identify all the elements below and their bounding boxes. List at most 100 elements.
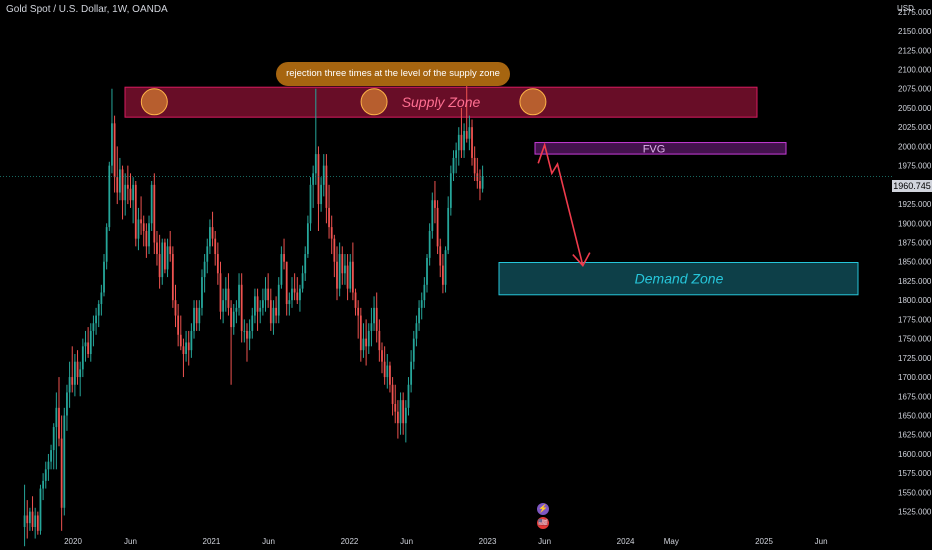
y-tick-label: 1850.000 (898, 258, 932, 267)
candle-body (330, 227, 333, 239)
rejection-circle (360, 88, 388, 116)
candle-body (254, 296, 256, 316)
candles-layer (23, 84, 484, 547)
candle-body (272, 307, 275, 324)
x-tick-label: 2025 (755, 537, 773, 546)
candle-body (481, 176, 484, 189)
flag-icon[interactable]: 🇺🇸 (537, 517, 549, 529)
y-tick-label: 2075.000 (898, 85, 932, 94)
candle-body (26, 515, 29, 524)
candle-body (124, 184, 127, 201)
candle-body (420, 300, 423, 308)
y-tick-label: 2100.000 (898, 66, 932, 75)
candle-body (134, 184, 137, 239)
candle-body (389, 365, 391, 385)
candle-body (314, 154, 317, 174)
x-tick-label: 2022 (341, 537, 359, 546)
candle-body (44, 469, 47, 481)
candle-body (465, 131, 468, 139)
rejection-circle (519, 88, 547, 116)
candle-body (261, 300, 264, 308)
candle-body (108, 165, 111, 228)
candle-body (230, 307, 232, 328)
time-axis: 2020 Jun 2021 Jun 2022 Jun 2023 Jun 2024 May 2025 J… (64, 537, 827, 546)
candle-body (150, 184, 153, 224)
candle-body (269, 300, 272, 324)
candle-body (206, 246, 209, 262)
candle-body (304, 254, 307, 274)
supply-zone-box (124, 86, 758, 118)
candle-body (52, 427, 55, 451)
candle-body (391, 384, 394, 404)
candle-body (444, 250, 447, 285)
candle-body (359, 315, 362, 351)
y-tick-label: 2000.000 (898, 142, 932, 151)
candle-body (306, 223, 309, 255)
zones-layer (124, 86, 859, 296)
candle-body (169, 246, 172, 255)
candle-body (235, 307, 238, 312)
candle-body (81, 346, 84, 370)
y-tick-label: 1975.000 (898, 162, 932, 171)
candle-body (113, 123, 116, 178)
candle-body (87, 342, 90, 354)
candle-body (362, 338, 365, 351)
candle-body (50, 450, 52, 462)
candle-body (190, 330, 193, 351)
x-tick-label: 2023 (479, 537, 497, 546)
y-tick-label: 2125.000 (898, 46, 932, 55)
candle-body (275, 307, 278, 316)
candle-body (370, 323, 373, 331)
candle-body (381, 350, 383, 362)
candle-body (71, 377, 74, 385)
candle-body (346, 265, 349, 289)
x-tick-label: Jun (815, 537, 828, 546)
candle-body (227, 288, 230, 308)
candle-body (39, 488, 42, 531)
candle-body (439, 246, 442, 266)
candle-body (436, 207, 439, 247)
y-tick-label: 2175.000 (898, 8, 932, 17)
candle-body (63, 415, 66, 508)
y-tick-label: 1575.000 (898, 469, 932, 478)
candle-body (137, 219, 140, 239)
candle-body (441, 265, 444, 285)
candle-body (341, 254, 344, 274)
candle-body (92, 323, 95, 331)
candle-body (317, 154, 320, 205)
candle-body (187, 342, 190, 351)
candle-body (126, 184, 129, 189)
candle-body (116, 177, 119, 193)
candle-body (23, 515, 26, 527)
y-tick-label: 1750.000 (898, 335, 932, 344)
candle-body (386, 365, 389, 378)
candle-body (399, 400, 402, 424)
candle-body (84, 342, 87, 347)
candle-body (301, 273, 304, 289)
x-tick-label: 2024 (617, 537, 635, 546)
x-tick-label: 2021 (203, 537, 221, 546)
candle-body (185, 342, 187, 354)
candle-body (264, 288, 267, 301)
candle-body (473, 157, 476, 174)
candle-body (76, 361, 79, 378)
y-tick-label: 1775.000 (898, 315, 932, 324)
candle-body (312, 173, 315, 185)
candle-body (222, 300, 225, 312)
candle-body (166, 246, 169, 270)
lightning-icon[interactable]: ⚡ (537, 503, 549, 515)
x-tick-label: Jun (400, 537, 413, 546)
candle-body (447, 207, 450, 251)
candle-body (105, 227, 108, 262)
candle-body (103, 261, 105, 293)
candle-body (171, 254, 174, 301)
candle-body (404, 407, 407, 424)
candle-body (73, 361, 76, 385)
candle-body (394, 403, 397, 412)
x-tick-label: 2020 (64, 537, 82, 546)
y-tick-label: 1650.000 (898, 412, 932, 421)
candle-body (140, 219, 142, 224)
candle-body (142, 223, 145, 231)
candle-body (375, 307, 378, 331)
